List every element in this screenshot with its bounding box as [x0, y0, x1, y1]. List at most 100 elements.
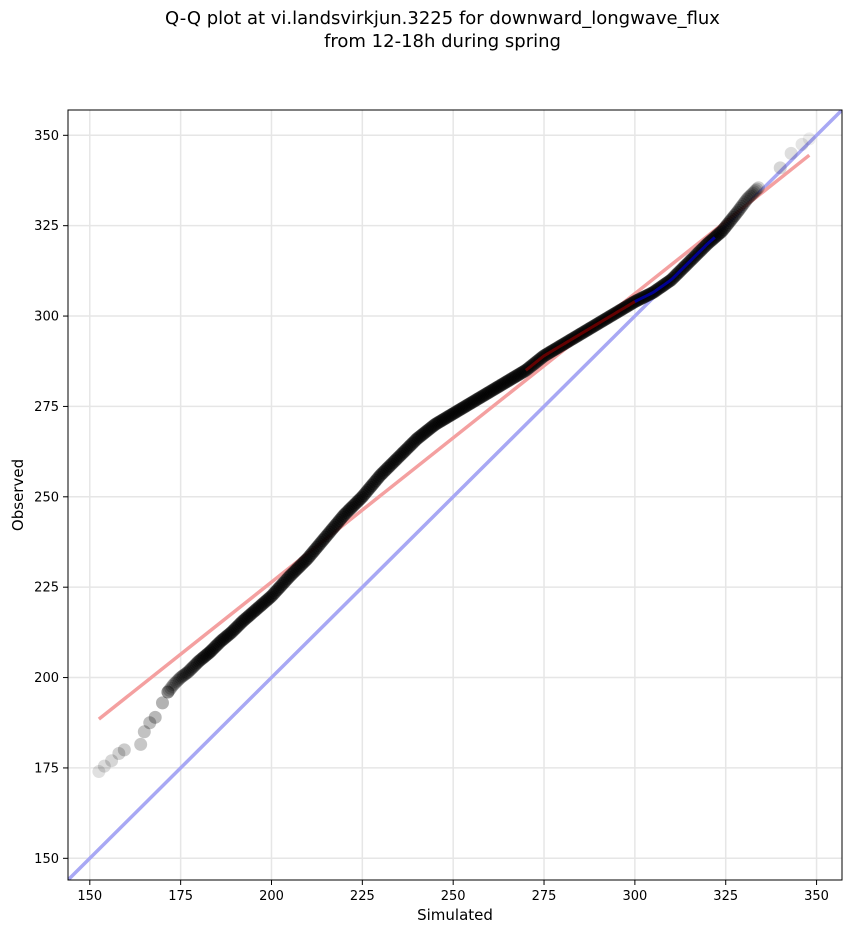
quantile-point [257, 596, 271, 610]
quantile-point [456, 401, 470, 415]
quantile-point [161, 685, 175, 699]
quantile-point [323, 525, 337, 539]
quantile-point [117, 743, 131, 757]
quantile-point [296, 556, 310, 570]
quantile-point [726, 210, 740, 224]
quantile-point [462, 397, 476, 411]
quantile-point [396, 446, 410, 460]
quantile-point [497, 376, 511, 390]
quantile-point [330, 517, 344, 531]
quantile-point [316, 534, 330, 548]
quantile-point [403, 439, 417, 453]
y-axis-label: Observed [9, 459, 27, 531]
quantile-point [479, 387, 493, 401]
quantile-point [259, 594, 273, 608]
quantile-point [206, 642, 220, 656]
chart-title-block: Q-Q plot at vi.landsvirkjun.3225 for dow… [0, 7, 851, 53]
quantile-point [489, 381, 503, 395]
quantile-point [185, 661, 199, 675]
quantile-point [432, 415, 446, 429]
quantile-point [212, 636, 226, 650]
chart-title: Q-Q plot at vi.landsvirkjun.3225 for dow… [165, 8, 720, 29]
quantile-point [182, 664, 196, 678]
quantile-point [713, 226, 727, 240]
fit-line [97, 153, 811, 721]
quantile-point [339, 506, 353, 520]
quantile-point [203, 645, 217, 659]
quantile-point [415, 428, 429, 442]
quantile-point [228, 621, 242, 635]
quantile-point [335, 510, 349, 524]
quantile-point [491, 380, 505, 394]
quantile-point [325, 522, 339, 536]
quantile-point [186, 660, 200, 674]
quantile-point [297, 555, 311, 569]
quantile-point [255, 597, 269, 611]
quantile-point [747, 185, 761, 199]
quantile-point [251, 601, 265, 615]
quantile-point [465, 396, 479, 410]
quantile-point [307, 544, 321, 558]
quantile-point [314, 535, 328, 549]
quantile-point [723, 214, 737, 228]
quantile-point [383, 459, 397, 473]
quantile-point [365, 479, 379, 493]
quantile-point [309, 542, 323, 556]
quantile-point [338, 507, 352, 521]
quantile-point [245, 606, 259, 620]
quantile-point [507, 370, 521, 384]
quantile-point [480, 386, 494, 400]
quantile-point [358, 487, 372, 501]
quantile-point [735, 199, 749, 213]
quantile-point [379, 463, 393, 477]
quantile-point [299, 553, 313, 567]
quantile-point [178, 667, 192, 681]
quantile-point [195, 652, 209, 666]
quantile-point [148, 710, 162, 724]
quantile-point [337, 508, 351, 522]
quantile-point [431, 416, 445, 430]
quantile-point [235, 615, 249, 629]
quantile-points [92, 132, 816, 779]
quantile-point [244, 607, 258, 621]
quantile-point [411, 431, 425, 445]
quantile-point [496, 377, 510, 391]
quantile-point [161, 685, 175, 699]
quantile-point [476, 389, 490, 403]
quantile-point [449, 405, 463, 419]
quantile-point [399, 443, 413, 457]
quantile-point [171, 673, 185, 687]
quantile-point [276, 576, 290, 590]
quantile-point [750, 182, 764, 196]
quantile-point [386, 456, 400, 470]
quantile-point [435, 413, 449, 427]
quantile-point [219, 630, 233, 644]
quantile-point [445, 407, 459, 421]
quantile-point [498, 376, 512, 390]
quantile-point [306, 545, 320, 559]
quantile-point [341, 504, 355, 518]
quantile-point [463, 397, 477, 411]
quantile-point [375, 467, 389, 481]
quantile-point [268, 586, 282, 600]
quantile-point [466, 395, 480, 409]
quantile-point [486, 383, 500, 397]
quantile-point [744, 188, 758, 202]
quantile-point [266, 587, 280, 601]
y-tick-label: 275 [34, 400, 59, 415]
quantile-point [300, 552, 314, 566]
quantile-point [460, 398, 474, 412]
quantile-point [404, 438, 418, 452]
quantile-point [252, 600, 266, 614]
quantile-point [784, 146, 798, 160]
quantile-point [442, 409, 456, 423]
quantile-point [202, 646, 216, 660]
quantile-point [354, 492, 368, 506]
quantile-point [733, 201, 747, 215]
quantile-point [279, 573, 293, 587]
quantile-point [472, 391, 486, 405]
quantile-point [739, 194, 753, 208]
quantile-point [97, 759, 111, 773]
quantile-point [275, 578, 289, 592]
quantile-point [363, 480, 377, 494]
